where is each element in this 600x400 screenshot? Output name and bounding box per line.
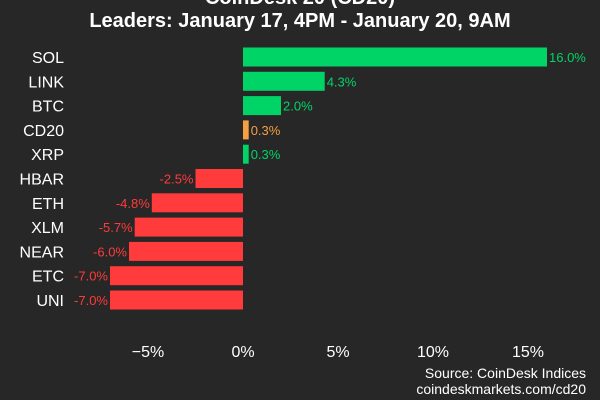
category-label: XLM (31, 220, 64, 237)
value-label: -4.8% (116, 196, 150, 211)
chart-subtitle: Leaders: January 17, 4PM - January 20, 9… (89, 10, 511, 32)
value-label: -2.5% (160, 172, 194, 187)
category-label: ETC (32, 269, 64, 286)
category-label: UNI (36, 293, 64, 310)
value-label: 16.0% (549, 50, 586, 65)
bar-cd20 (243, 120, 249, 140)
source-url: coindeskmarkets.com/cd20 (416, 381, 586, 397)
x-tick-label: −5% (132, 344, 164, 361)
category-label: LINK (28, 74, 64, 91)
category-label: XRP (31, 147, 64, 164)
x-tick-label: 5% (326, 344, 349, 361)
category-label: CD20 (23, 123, 64, 140)
value-label: 4.3% (327, 74, 357, 89)
bar-xlm (134, 217, 243, 237)
x-tick-label: 15% (512, 344, 544, 361)
category-label: SOL (32, 50, 64, 67)
bar-uni (110, 290, 243, 310)
x-tick-label: 0% (231, 344, 254, 361)
value-label: 0.3% (251, 123, 281, 138)
value-label: 0.3% (251, 147, 281, 162)
bar-hbar (195, 169, 243, 188)
bar-near (129, 241, 243, 261)
chart-title: CoinDesk 20 (CD20) (0, 0, 600, 9)
value-label: 2.0% (283, 99, 313, 114)
bar-eth (151, 193, 243, 213)
source-text: Source: CoinDesk Indices (424, 365, 586, 381)
bar-etc (110, 266, 243, 286)
value-label: -6.0% (93, 244, 127, 259)
bar-sol (243, 47, 547, 67)
bar-xrp (243, 144, 249, 164)
category-label: HBAR (20, 172, 64, 189)
x-tick-label: 10% (417, 344, 449, 361)
category-label: ETH (32, 196, 64, 213)
category-label: BTC (32, 99, 64, 116)
value-label: -7.0% (74, 269, 108, 284)
bar-btc (243, 96, 281, 116)
value-label: -5.7% (99, 220, 133, 235)
bar-link (243, 71, 325, 91)
value-label: -7.0% (74, 293, 108, 308)
category-label: NEAR (20, 244, 64, 261)
